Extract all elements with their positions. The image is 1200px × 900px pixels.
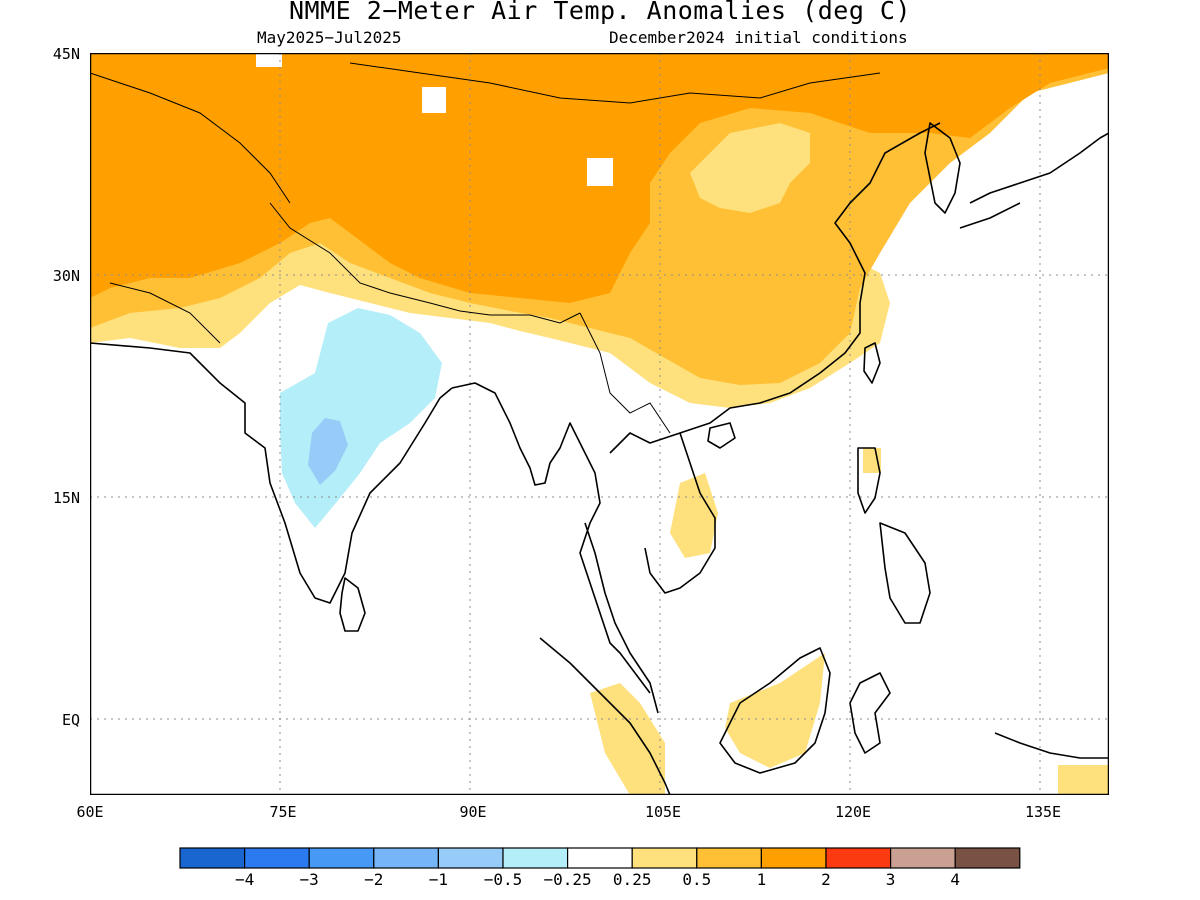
colorbar-box bbox=[502, 847, 569, 869]
colorbar-tick-label: −1 bbox=[428, 870, 449, 889]
colorbar-tick-label: −2 bbox=[364, 870, 384, 889]
lon-label-105e: 105E bbox=[644, 803, 682, 821]
colorbar-box bbox=[631, 847, 698, 869]
colorbar-box bbox=[243, 847, 310, 869]
lat-label-15n: 15N bbox=[52, 489, 80, 507]
coast-india bbox=[90, 342, 453, 604]
lat-label-30n: 30N bbox=[52, 267, 80, 285]
coast-japan bbox=[959, 132, 1109, 229]
coast-bay-of-bengal-east bbox=[451, 382, 651, 694]
colorbar-tick-label: 2 bbox=[821, 870, 831, 889]
coast-korea bbox=[924, 122, 961, 214]
lon-label-120e: 120E bbox=[834, 803, 872, 821]
anomaly-blank-patch bbox=[256, 53, 282, 67]
colorbar-box bbox=[696, 847, 762, 869]
colorbar-tick-label: 1 bbox=[756, 870, 767, 889]
map-title: NMME 2−Meter Air Temp. Anomalies (deg C) bbox=[288, 0, 912, 25]
coast-borneo bbox=[719, 647, 831, 774]
border-himalaya bbox=[269, 202, 581, 324]
colorbar-box bbox=[954, 847, 1021, 869]
colorbar-box bbox=[760, 847, 827, 869]
anomaly-shade-light-newguinea bbox=[1058, 765, 1109, 795]
colorbar-box bbox=[567, 847, 633, 869]
anomaly-shade-cool-05-1 bbox=[308, 418, 348, 485]
lat-label-45n: 45N bbox=[52, 45, 80, 63]
colorbar bbox=[179, 847, 1021, 869]
border-pakistan bbox=[109, 282, 221, 344]
colorbar-tick-label: −4 bbox=[234, 870, 255, 889]
border-mongolia bbox=[349, 62, 881, 104]
border-central-asia bbox=[90, 72, 291, 204]
lon-label-75e: 75E bbox=[269, 803, 297, 821]
lon-label-60e: 60E bbox=[76, 803, 104, 821]
colorbar-tick-label: 0.25 bbox=[612, 870, 652, 889]
colorbar-box bbox=[889, 847, 956, 869]
anomaly-blank-patch bbox=[587, 158, 613, 186]
lat-label-eq: EQ bbox=[61, 711, 80, 729]
lon-label-90e: 90E bbox=[459, 803, 487, 821]
anomaly-shade-light-sumatra bbox=[590, 683, 665, 795]
colorbar-box bbox=[373, 847, 440, 869]
anomaly-shade-darkorange-central bbox=[340, 83, 630, 293]
border-indochina bbox=[579, 312, 671, 434]
initial-conditions-label: December2024 initial conditions bbox=[609, 28, 908, 47]
colorbar-box bbox=[308, 847, 375, 869]
map-frame bbox=[90, 53, 1109, 795]
coast-srilanka bbox=[339, 577, 366, 632]
colorbar-tick-label: −3 bbox=[299, 870, 319, 889]
anomaly-map bbox=[90, 53, 1109, 795]
colorbar-tick-label: −0.5 bbox=[483, 870, 523, 889]
anomaly-shade-light-vietnam bbox=[670, 473, 718, 558]
colorbar-tick-label: −0.25 bbox=[543, 870, 592, 889]
coast-sumatra bbox=[539, 637, 671, 795]
coast-philippines-south bbox=[879, 522, 931, 624]
colorbar-tick-label: 0.5 bbox=[682, 870, 712, 889]
country-borders bbox=[90, 62, 881, 434]
coast-taiwan bbox=[863, 342, 881, 384]
coast-hainan bbox=[707, 422, 736, 449]
coast-philippines-luzon bbox=[857, 447, 881, 514]
coast-sulawesi bbox=[849, 672, 891, 754]
graticule bbox=[90, 53, 1109, 795]
anomaly-shade-light-north-china bbox=[690, 123, 810, 213]
anomaly-shade-darkorange-west bbox=[90, 53, 350, 263]
colorbar-box bbox=[179, 847, 246, 869]
colorbar-tick-label: 4 bbox=[950, 870, 960, 889]
coastlines bbox=[90, 122, 1109, 795]
coast-indochina bbox=[609, 122, 941, 454]
colorbar-box bbox=[437, 847, 504, 869]
coast-vietnam bbox=[644, 432, 716, 594]
colorbar-box bbox=[825, 847, 892, 869]
anomaly-blank-patch bbox=[422, 87, 446, 113]
coast-newguinea bbox=[994, 732, 1109, 759]
colorbar-tick-label: 3 bbox=[885, 870, 896, 889]
season-label: May2025−Jul2025 bbox=[257, 28, 402, 47]
anomaly-shade-light-borneo bbox=[725, 653, 825, 768]
coast-malay bbox=[584, 522, 659, 714]
lon-label-135e: 135E bbox=[1024, 803, 1062, 821]
